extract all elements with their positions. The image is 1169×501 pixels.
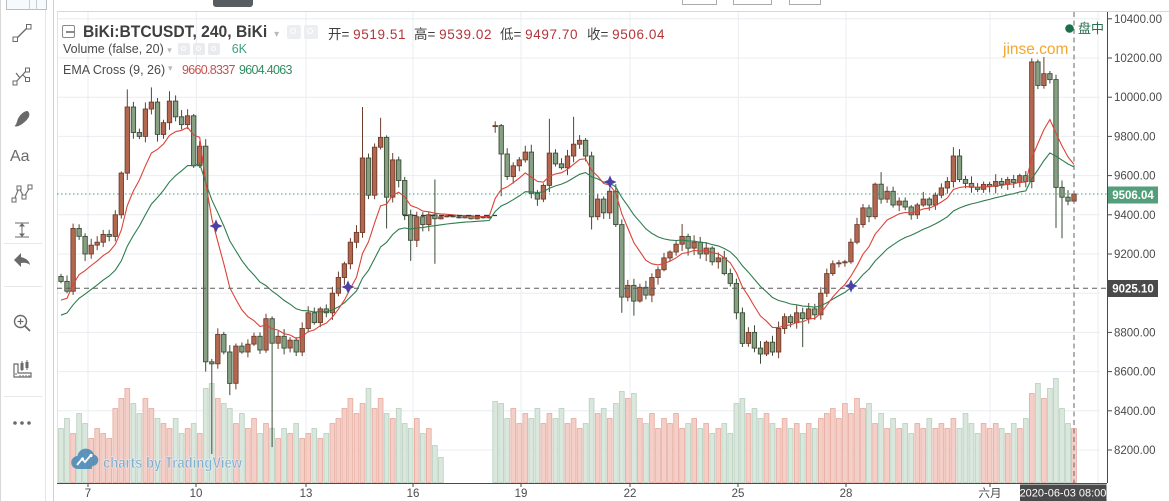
svg-text:8400.00: 8400.00 (1114, 406, 1156, 418)
svg-text:9800.00: 9800.00 (1114, 131, 1156, 143)
svg-text:8600.00: 8600.00 (1114, 367, 1156, 379)
svg-text:7: 7 (85, 488, 91, 500)
svg-text:25: 25 (732, 488, 745, 500)
svg-text:10: 10 (190, 488, 203, 500)
svg-text:22: 22 (624, 488, 637, 500)
svg-text:9200.00: 9200.00 (1114, 249, 1156, 261)
svg-text:9400.00: 9400.00 (1114, 210, 1156, 222)
svg-text:2020-06-03 08:00: 2020-06-03 08:00 (1020, 488, 1107, 500)
svg-text:19: 19 (515, 488, 528, 500)
svg-text:8800.00: 8800.00 (1114, 327, 1156, 339)
svg-text:13: 13 (300, 488, 313, 500)
svg-text:盘中: 盘中 (1078, 21, 1104, 36)
svg-text:8200.00: 8200.00 (1114, 445, 1156, 457)
svg-text:9025.10: 9025.10 (1112, 284, 1154, 296)
svg-text:10000.00: 10000.00 (1114, 92, 1162, 104)
svg-text:10400.00: 10400.00 (1114, 14, 1162, 26)
svg-text:六月: 六月 (979, 487, 1002, 500)
svg-text:10200.00: 10200.00 (1114, 53, 1162, 65)
svg-text:16: 16 (407, 488, 420, 500)
svg-text:9600.00: 9600.00 (1114, 171, 1156, 183)
svg-text:28: 28 (840, 488, 853, 500)
svg-text:9506.04: 9506.04 (1112, 190, 1154, 202)
svg-text:jinse.com: jinse.com (1002, 41, 1068, 58)
svg-text:charts by TradingView: charts by TradingView (103, 455, 242, 472)
